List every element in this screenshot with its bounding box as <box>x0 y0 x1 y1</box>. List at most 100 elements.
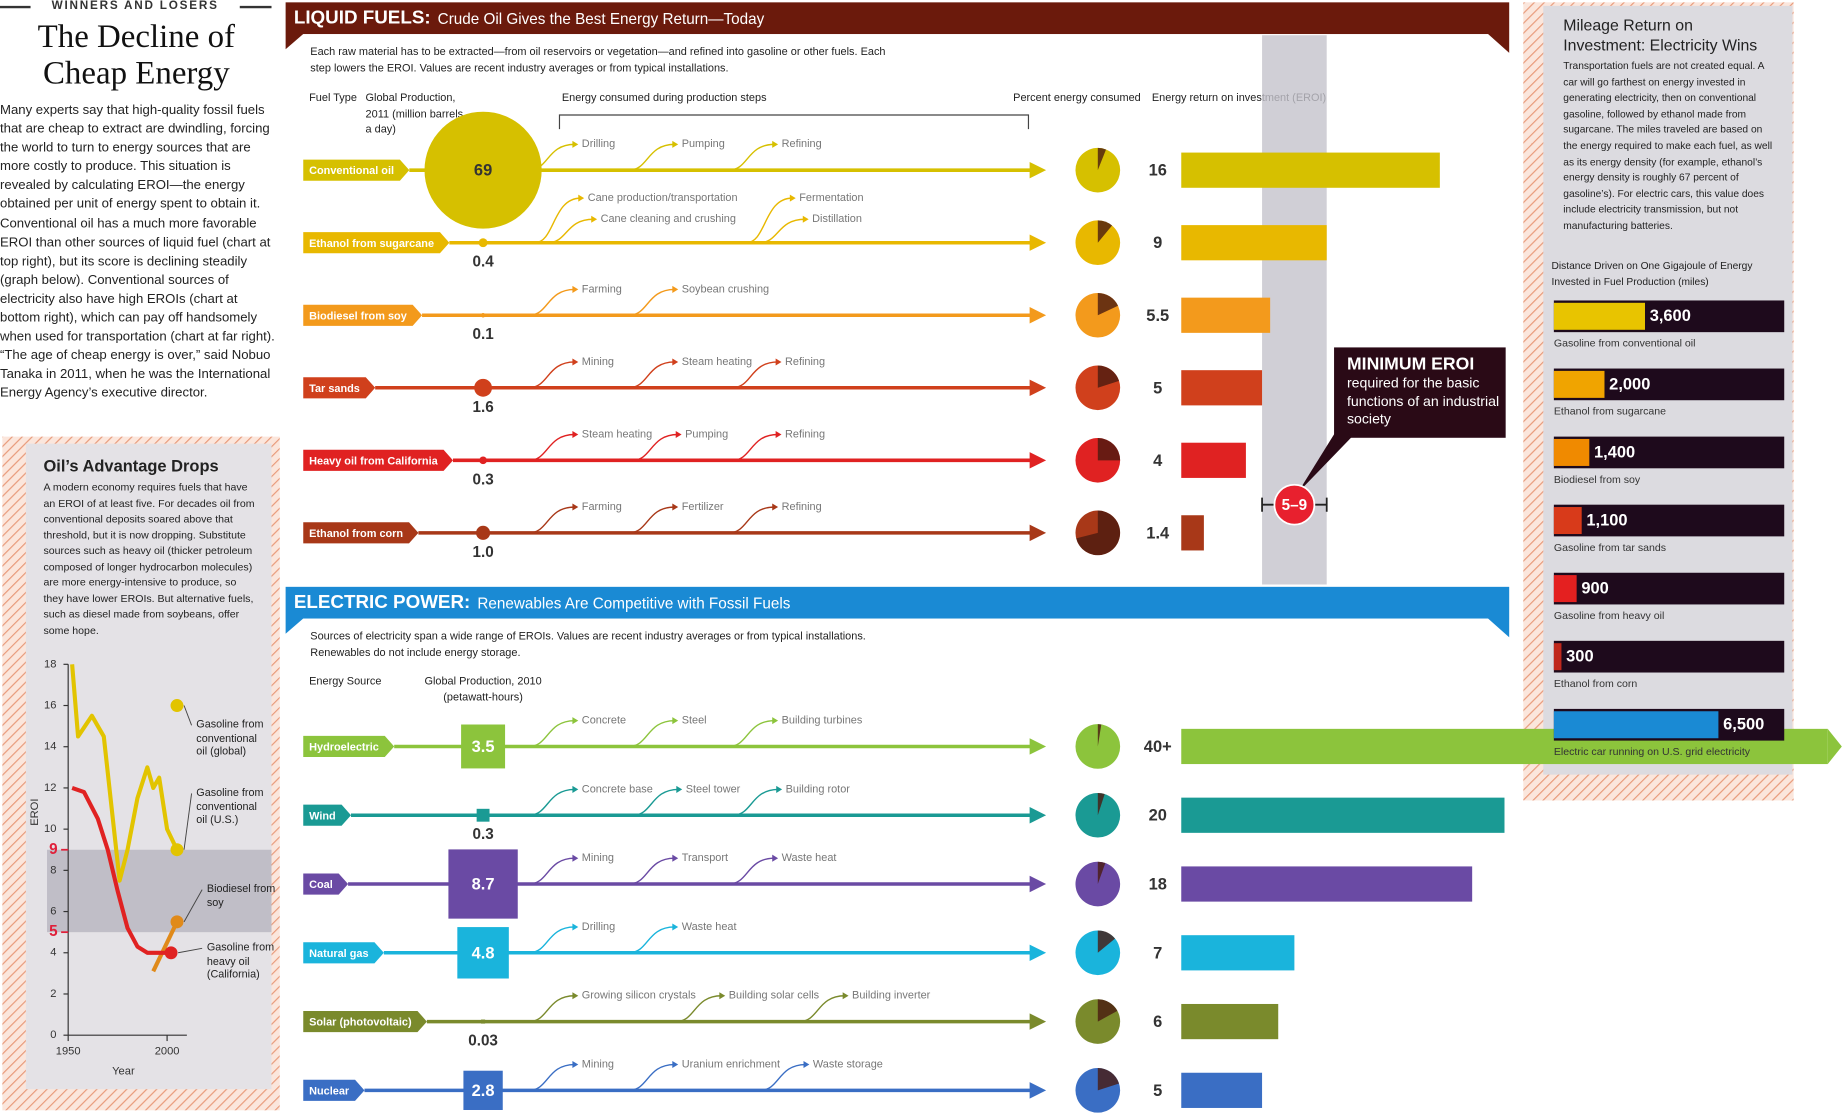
category-label: Ethanol from sugarcane <box>309 238 434 250</box>
step-label: Refining <box>785 428 825 440</box>
kicker: WINNERS AND LOSERS <box>52 0 219 12</box>
step-arrowhead <box>775 358 782 366</box>
step-arrowhead <box>572 430 579 439</box>
category-box <box>303 1079 365 1101</box>
step-arrow <box>528 788 575 816</box>
callout-text: required for the basic functions of an i… <box>1346 374 1500 428</box>
step-label: Steam heating <box>582 428 652 440</box>
flow-arrow <box>1029 875 1047 893</box>
production-label: 0.3 <box>472 471 493 488</box>
eroi-bar <box>1181 1072 1263 1108</box>
eroi-bar <box>1181 1003 1279 1040</box>
step-label: Steel tower <box>686 783 741 795</box>
eroi-label: 6 <box>1153 1013 1162 1031</box>
flow-arrow <box>1029 452 1047 469</box>
step-label: Refining <box>785 356 825 368</box>
eroi-bar <box>1181 515 1204 551</box>
step-arrowhead <box>776 785 783 793</box>
step-arrow <box>728 506 775 534</box>
category-label: Solar (photovoltaic) <box>309 1017 412 1029</box>
section-description-box: Sources of electricity span a wide range… <box>310 630 866 658</box>
step-arrow <box>528 926 575 954</box>
pie-wedge <box>1097 724 1102 747</box>
value-label: 3,600 <box>1650 307 1691 325</box>
step-label: Farming <box>582 501 622 513</box>
step-arrowhead <box>672 503 679 511</box>
production-marker <box>478 238 488 248</box>
pie-wedge <box>1097 930 1116 953</box>
step-label: Concrete <box>582 715 626 727</box>
x-axis-label: Year <box>112 1066 135 1078</box>
step-arrowhead <box>572 854 579 862</box>
header-tab <box>285 618 304 634</box>
category-label: Gasoline from conventional oil <box>1554 338 1696 350</box>
step-arrow <box>528 433 575 462</box>
pie-wedge <box>1097 999 1118 1022</box>
step-label: Transport <box>682 852 728 864</box>
step-label: Building solar cells <box>729 990 820 1002</box>
intro-text-box: Many experts say that high-quality fossi… <box>0 103 275 400</box>
series-label-box: Gasoline from heavy oil (California) <box>207 941 274 980</box>
callout-title: MINIMUM EROI <box>1347 354 1474 374</box>
column-label: Fuel Type <box>309 91 357 104</box>
panel-description-box: Transportation fuels are not created equ… <box>1563 60 1772 231</box>
step-arrow <box>528 143 575 171</box>
step-arrow <box>547 218 594 244</box>
leader-line <box>183 793 193 850</box>
step-label: Pumping <box>685 428 728 440</box>
flow-arrow <box>1029 1013 1047 1030</box>
category-label: Ethanol from corn <box>1554 678 1638 690</box>
category-box <box>303 522 419 544</box>
panel-title-box: Mileage Return on Investment: Electricit… <box>1563 16 1758 54</box>
bar <box>1553 643 1562 671</box>
step-arrowhead <box>772 503 779 511</box>
eroi-bar <box>1181 370 1263 406</box>
y-tick-label: 0 <box>50 1029 56 1041</box>
step-arrow <box>732 788 779 816</box>
band-tick-label: 9 <box>49 841 57 858</box>
eroi-label: 5 <box>1153 379 1162 397</box>
column-label: Energy Source <box>309 674 382 687</box>
flow-arrow <box>1029 1082 1047 1099</box>
category-label: Electric car running on U.S. grid electr… <box>1554 746 1751 758</box>
step-arrow <box>728 857 775 885</box>
step-label: Distillation <box>812 213 862 225</box>
callout-pointer <box>1297 424 1364 493</box>
production-marker <box>448 849 518 919</box>
production-label: 1.6 <box>472 399 493 416</box>
step-arrow <box>534 197 581 244</box>
pie-wedge <box>1097 147 1107 171</box>
column-label: Energy return on investment (EROI) <box>1151 91 1327 104</box>
overflow-arrow <box>1827 728 1842 765</box>
step-arrow <box>628 719 675 748</box>
column-label: Global Production, 2011 (million barrels… <box>365 91 464 135</box>
callout-text-box: required for the basic functions of an i… <box>1346 374 1500 428</box>
category-box <box>303 735 395 758</box>
step-arrow <box>628 361 675 389</box>
y-tick-label: 14 <box>44 741 56 753</box>
y-axis-label: EROI <box>29 799 41 826</box>
eroi-label: 4 <box>1153 452 1163 470</box>
step-arrow <box>759 1063 806 1092</box>
step-arrowhead <box>572 358 579 366</box>
production-label: 2.8 <box>472 1082 495 1100</box>
column-label: Energy consumed during production steps <box>561 91 767 104</box>
step-arrowhead <box>672 923 679 931</box>
value-label: 300 <box>1566 648 1593 666</box>
column-label-box: Global Production, 2011 (million barrels… <box>365 91 464 135</box>
category-label: Biodiesel from soy <box>309 310 407 322</box>
production-marker <box>463 1070 503 1110</box>
step-label: Cane cleaning and crushing <box>601 213 736 225</box>
category-box <box>303 449 453 471</box>
eroi-bar <box>1181 866 1473 902</box>
y-tick-label: 6 <box>50 906 56 918</box>
panel-title: Mileage Return on Investment: Electricit… <box>1563 16 1758 54</box>
step-label: Mining <box>582 1058 614 1070</box>
step-arrowhead <box>675 430 682 439</box>
panel-subtitle: Distance Driven on One Gigajoule of Ener… <box>1551 259 1753 288</box>
bar-track <box>1553 640 1785 673</box>
step-arrow <box>628 857 675 885</box>
step-label: Mining <box>582 852 614 864</box>
step-label: Pumping <box>682 138 725 150</box>
